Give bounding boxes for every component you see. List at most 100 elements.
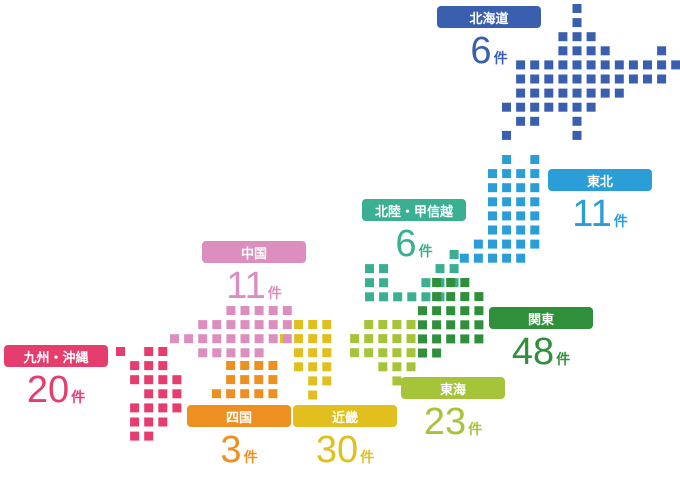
region-label: 東海: [401, 377, 505, 399]
map-dot-tohoku: [473, 253, 483, 263]
map-dot-chugoku: [184, 334, 194, 344]
region-label: 中国: [202, 241, 306, 263]
map-dot-chugoku: [212, 320, 222, 330]
region-koshinetsu: 北陸・甲信越 6 件: [362, 199, 466, 263]
map-dot-chugoku: [254, 334, 264, 344]
region-count: 11 件: [572, 195, 627, 233]
count-unit: 件: [71, 390, 86, 406]
map-dot-hokkaido: [657, 46, 667, 56]
map-dot-hokkaido: [502, 102, 511, 112]
map-dot-kyushu: [144, 375, 154, 385]
map-dot-tohoku: [488, 211, 497, 221]
map-dot-kanto: [446, 306, 456, 316]
map-dot-kanto: [432, 306, 442, 316]
map-dot-kyushu: [158, 347, 168, 356]
map-dot-hokkaido: [530, 102, 540, 112]
map-dot-kanto: [446, 292, 456, 302]
map-dot-shikoku: [226, 375, 236, 385]
map-dot-hokkaido: [586, 46, 596, 56]
map-dot-kinki: [308, 362, 318, 372]
map-dot-hokkaido: [614, 74, 624, 84]
map-dot-kinki: [308, 348, 318, 358]
map-dot-tokai: [378, 348, 388, 358]
map-dot-chugoku: [198, 348, 208, 358]
count-unit: 件: [360, 450, 375, 466]
region-label: 関東: [489, 307, 593, 329]
map-dot-koshinetsu: [379, 264, 389, 274]
map-dot-tohoku: [516, 253, 526, 263]
map-dot-chugoku: [240, 320, 250, 330]
map-dot-tohoku: [488, 253, 497, 263]
count-unit: 件: [493, 51, 508, 67]
map-dot-kinki: [308, 376, 318, 386]
map-dot-chugoku: [226, 348, 236, 358]
map-dot-chugoku: [226, 306, 236, 315]
map-dot-chugoku: [254, 348, 264, 358]
map-dot-tokai: [364, 334, 374, 344]
map-dot-chugoku: [282, 306, 292, 315]
map-dot-hokkaido: [586, 102, 596, 112]
map-dot-tohoku: [530, 155, 540, 164]
map-dot-hokkaido: [558, 102, 568, 112]
map-dot-shikoku: [254, 361, 264, 370]
map-dot-tokai: [378, 334, 388, 344]
map-dot-tohoku: [516, 197, 526, 207]
region-count: 3 件: [220, 431, 257, 469]
map-dot-tohoku: [473, 239, 483, 249]
map-dot-kyushu: [172, 403, 182, 413]
region-label: 北陸・甲信越: [362, 199, 466, 221]
map-dot-hokkaido: [530, 60, 540, 70]
map-dot-tokai: [392, 376, 402, 386]
count-unit: 件: [468, 422, 483, 438]
map-dot-kinki: [294, 362, 304, 372]
map-dot-chugoku: [240, 306, 250, 315]
map-dot-chugoku: [268, 334, 278, 344]
map-dot-shikoku: [240, 361, 250, 370]
map-dot-koshinetsu: [365, 264, 374, 274]
map-dot-hokkaido: [614, 88, 624, 98]
map-dot-hokkaido: [544, 74, 554, 84]
region-kinki: 近畿 30 件: [293, 405, 397, 469]
map-dot-koshinetsu: [365, 292, 374, 302]
map-dot-tohoku: [488, 183, 497, 193]
map-dot-kanto: [460, 306, 470, 316]
map-dot-tohoku: [502, 211, 512, 221]
map-dot-kanto: [418, 320, 427, 330]
map-dot-chugoku: [198, 320, 208, 330]
map-dot-tokai: [364, 348, 374, 358]
map-dot-tohoku: [530, 211, 540, 221]
map-dot-kanto: [446, 320, 456, 330]
map-dot-kanto: [432, 348, 442, 358]
map-dot-tohoku: [516, 211, 526, 221]
map-dot-chugoku: [212, 334, 222, 344]
map-dot-tohoku: [502, 225, 512, 235]
map-dot-hokkaido: [558, 46, 568, 56]
map-dot-chugoku: [254, 320, 264, 330]
map-dot-tokai: [350, 334, 360, 344]
map-dot-tohoku: [459, 253, 469, 263]
map-dot-tohoku: [502, 253, 512, 263]
map-dot-kanto: [446, 334, 456, 344]
region-kanto: 関東 48 件: [489, 307, 593, 371]
map-dot-hokkaido: [544, 88, 554, 98]
map-dot-kyushu: [158, 375, 168, 385]
map-dot-koshinetsu: [379, 278, 389, 288]
count-unit: 件: [418, 244, 433, 260]
map-dot-kyushu: [130, 403, 140, 413]
region-count: 23 件: [424, 403, 482, 441]
map-dot-hokkaido: [530, 88, 540, 98]
map-dot-kanto: [432, 320, 442, 330]
map-dot-tohoku: [488, 169, 497, 179]
map-dot-tokai: [378, 362, 388, 372]
map-dot-hokkaido: [572, 46, 582, 56]
region-count: 6 件: [395, 225, 432, 263]
map-dot-hokkaido: [572, 130, 582, 140]
map-dot-koshinetsu: [421, 292, 431, 302]
count-unit: 件: [556, 352, 571, 368]
map-dot-chugoku: [268, 320, 278, 330]
map-dot-hokkaido: [643, 60, 652, 70]
count-number: 11: [572, 193, 612, 235]
count-unit: 件: [243, 450, 258, 466]
count-number: 30: [315, 429, 359, 471]
